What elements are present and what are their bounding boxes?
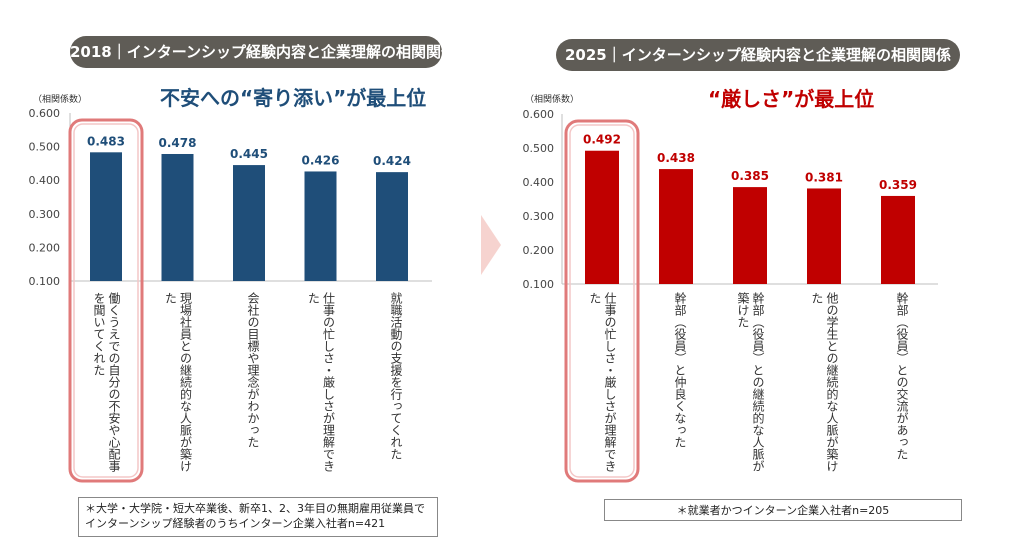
bar xyxy=(233,165,265,281)
category-label: 現場社員との継続的な人脈が築けた xyxy=(164,292,193,472)
y-tick-label: 0.300 xyxy=(523,210,555,223)
highlight-frame-inner xyxy=(569,124,635,478)
value-label: 0.424 xyxy=(373,154,411,168)
bar xyxy=(807,188,841,284)
bar xyxy=(733,187,767,284)
y-tick-label: 0.500 xyxy=(523,142,555,155)
bar xyxy=(881,195,915,284)
unit-label-2018: （相関係数） xyxy=(33,95,88,105)
y-tick-label: 0.100 xyxy=(29,275,61,288)
bar xyxy=(90,152,122,281)
value-label: 0.385 xyxy=(731,169,769,183)
highlight-frame-inner xyxy=(73,123,139,478)
y-tick-label: 0.300 xyxy=(29,208,61,221)
chart-title-2018: 2018｜インターンシップ経験内容と企業理解の相関関係 xyxy=(70,36,456,68)
bar xyxy=(659,169,693,284)
category-label: 他の学生との継続的な人脈が築けた xyxy=(810,292,839,472)
footnote-2025: ＊就業者かつインターン企業入社者n=205 xyxy=(604,499,962,521)
bar xyxy=(161,153,194,281)
category-label: 働くうえでの自分の不安や心配事を聞いてくれた xyxy=(92,292,121,472)
unit-label-2025: （相関係数） xyxy=(525,95,580,105)
value-label: 0.426 xyxy=(302,153,340,167)
y-tick-label: 0.600 xyxy=(29,107,61,120)
y-tick-label: 0.400 xyxy=(29,174,61,187)
bar-chart-2018: 0.100 0.200 0.300 0.400 0.500 0.600 0.483 働くうえで… xyxy=(29,107,432,483)
bar-chart-2025: 0.100 0.200 0.300 0.400 0.500 0.600 0.492 仕事の忙し… xyxy=(523,108,938,483)
comparison-arrow-icon xyxy=(481,215,501,275)
y-tick-label: 0.600 xyxy=(523,108,555,121)
bar xyxy=(304,171,337,281)
category-label: 就職活動の支援を行ってくれた xyxy=(389,292,403,460)
subtitle-2025: “厳しさ”が最上位 xyxy=(708,87,875,111)
bar xyxy=(376,172,408,281)
highlight-frame xyxy=(68,118,144,483)
highlight-frame xyxy=(564,119,640,483)
bar xyxy=(585,150,619,284)
footnote-2018: ＊大学・大学院・短大卒業後、新卒1、2、3年目の無期雇用従業員でインターンシップ… xyxy=(78,497,438,537)
value-label: 0.483 xyxy=(87,134,125,148)
value-label: 0.359 xyxy=(879,178,917,192)
value-label: 0.478 xyxy=(159,136,197,150)
y-tick-label: 0.200 xyxy=(29,241,61,254)
category-label: 幹部（役員）との交流があった xyxy=(895,291,909,460)
y-tick-label: 0.500 xyxy=(29,141,61,154)
value-label: 0.381 xyxy=(805,170,843,184)
category-label: 会社の目標や理念がわかった xyxy=(246,292,260,448)
chart-title-2025: 2025｜インターンシップ経験内容と企業理解の相関関係 xyxy=(556,39,960,71)
y-tick-label: 0.100 xyxy=(523,278,555,291)
y-tick-label: 0.400 xyxy=(523,176,555,189)
category-label: 仕事の忙しさ・厳しさが理解できた xyxy=(307,292,336,472)
category-label: 仕事の忙しさ・厳しさが理解できた xyxy=(588,292,617,472)
category-label: 幹部（役員）との継続的な人脈が築けた xyxy=(736,291,765,472)
subtitle-2018: 不安への“寄り添い”が最上位 xyxy=(160,86,427,110)
value-label: 0.445 xyxy=(230,147,268,161)
value-label: 0.492 xyxy=(583,133,621,147)
category-label: 幹部（役員）と仲良くなった xyxy=(673,291,687,448)
y-tick-label: 0.200 xyxy=(523,244,555,257)
value-label: 0.438 xyxy=(657,151,695,165)
